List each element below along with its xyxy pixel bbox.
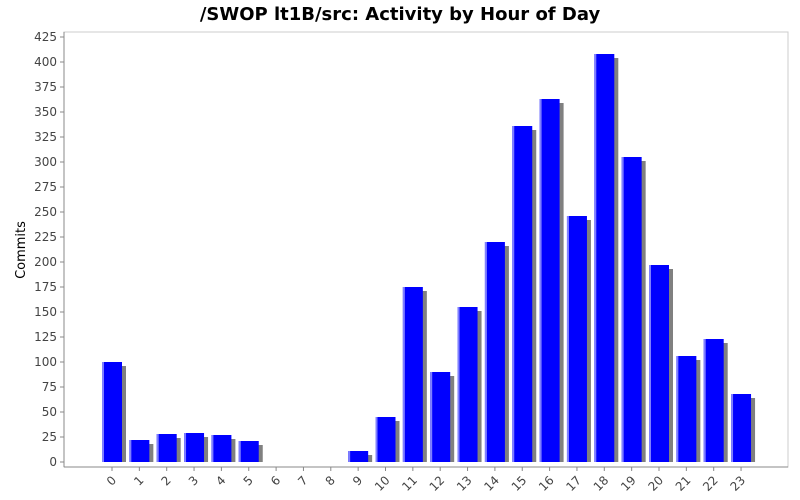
x-tick-label: 13 (454, 473, 475, 494)
y-tick-label: 400 (34, 55, 57, 69)
bar (129, 440, 150, 462)
chart-title: /SWOP lt1B/src: Activity by Hour of Day (200, 4, 601, 25)
y-tick-label: 350 (34, 105, 57, 119)
x-tick-label: 2 (159, 473, 174, 488)
bar (375, 417, 396, 462)
bar-highlight (731, 394, 734, 462)
bar (649, 265, 669, 462)
y-tick-label: 125 (34, 330, 57, 344)
y-tick-label: 375 (34, 80, 57, 94)
x-tick-label: 14 (481, 473, 502, 494)
x-tick-label: 17 (563, 473, 584, 494)
y-tick-label: 250 (34, 205, 57, 219)
y-tick-label: 275 (34, 180, 57, 194)
x-tick-label: 4 (213, 473, 228, 488)
bar (539, 99, 560, 462)
bar-highlight (512, 126, 515, 462)
x-tick-label: 5 (241, 473, 256, 488)
bar (731, 394, 752, 462)
bar (676, 356, 697, 462)
y-tick-label: 200 (34, 255, 57, 269)
bar-highlight (184, 433, 187, 462)
x-tick-label: 19 (618, 473, 639, 494)
bar (184, 433, 205, 462)
bar-highlight (402, 287, 405, 462)
x-tick-label: 12 (427, 473, 448, 494)
bar-highlight (156, 434, 159, 462)
bar-highlight (211, 435, 214, 462)
bar (430, 372, 451, 462)
x-tick-label: 23 (727, 473, 748, 494)
bar-highlight (348, 451, 351, 462)
bar-highlight (484, 242, 487, 462)
bar (238, 441, 259, 462)
x-tick-label: 1 (131, 473, 146, 488)
bar-highlight (539, 99, 542, 462)
bar (484, 242, 505, 462)
bar (156, 434, 177, 462)
bar (211, 435, 232, 462)
x-tick-label: 20 (645, 473, 666, 494)
y-tick-label: 100 (34, 355, 57, 369)
bar-highlight (676, 356, 679, 462)
y-tick-label: 25 (42, 430, 57, 444)
bar-highlight (649, 265, 651, 462)
bar (621, 157, 642, 462)
y-tick-label: 175 (34, 280, 57, 294)
y-tick-label: 325 (34, 130, 57, 144)
bar (512, 126, 533, 462)
bar-highlight (102, 362, 104, 462)
x-tick-label: 6 (268, 473, 283, 488)
x-tick-label: 21 (673, 473, 694, 494)
bar-highlight (566, 216, 569, 462)
y-tick-label: 300 (34, 155, 57, 169)
x-tick-label: 7 (295, 473, 310, 488)
bar-highlight (375, 417, 378, 462)
y-axis-label: Commits (14, 221, 29, 279)
bar-highlight (703, 339, 706, 462)
y-tick-label: 75 (42, 380, 57, 394)
y-tick-label: 150 (34, 305, 57, 319)
bar-highlight (430, 372, 433, 462)
bar (348, 451, 369, 462)
x-tick-label: 10 (372, 473, 393, 494)
bar (566, 216, 587, 462)
bar (594, 54, 615, 462)
x-tick-label: 0 (104, 473, 119, 488)
y-tick-label: 0 (49, 455, 57, 469)
y-tick-label: 50 (42, 405, 57, 419)
bar (457, 307, 478, 462)
x-tick-label: 3 (186, 473, 201, 488)
plot-area: 0255075100125150175200225250275300325350… (34, 30, 789, 494)
bar (703, 339, 724, 462)
bar-highlight (457, 307, 460, 462)
x-tick-label: 8 (323, 473, 338, 488)
bar-highlight (129, 440, 132, 462)
bar (402, 287, 423, 462)
bar-highlight (238, 441, 241, 462)
y-tick-label: 225 (34, 230, 57, 244)
bar-highlight (621, 157, 624, 462)
x-tick-label: 16 (536, 473, 557, 494)
x-tick-label: 22 (700, 473, 721, 494)
bar-highlight (594, 54, 597, 462)
x-tick-label: 9 (350, 473, 365, 488)
x-tick-label: 18 (591, 473, 612, 494)
y-tick-label: 425 (34, 30, 57, 44)
x-tick-label: 11 (399, 473, 420, 494)
x-tick-label: 15 (509, 473, 530, 494)
bar (102, 362, 122, 462)
